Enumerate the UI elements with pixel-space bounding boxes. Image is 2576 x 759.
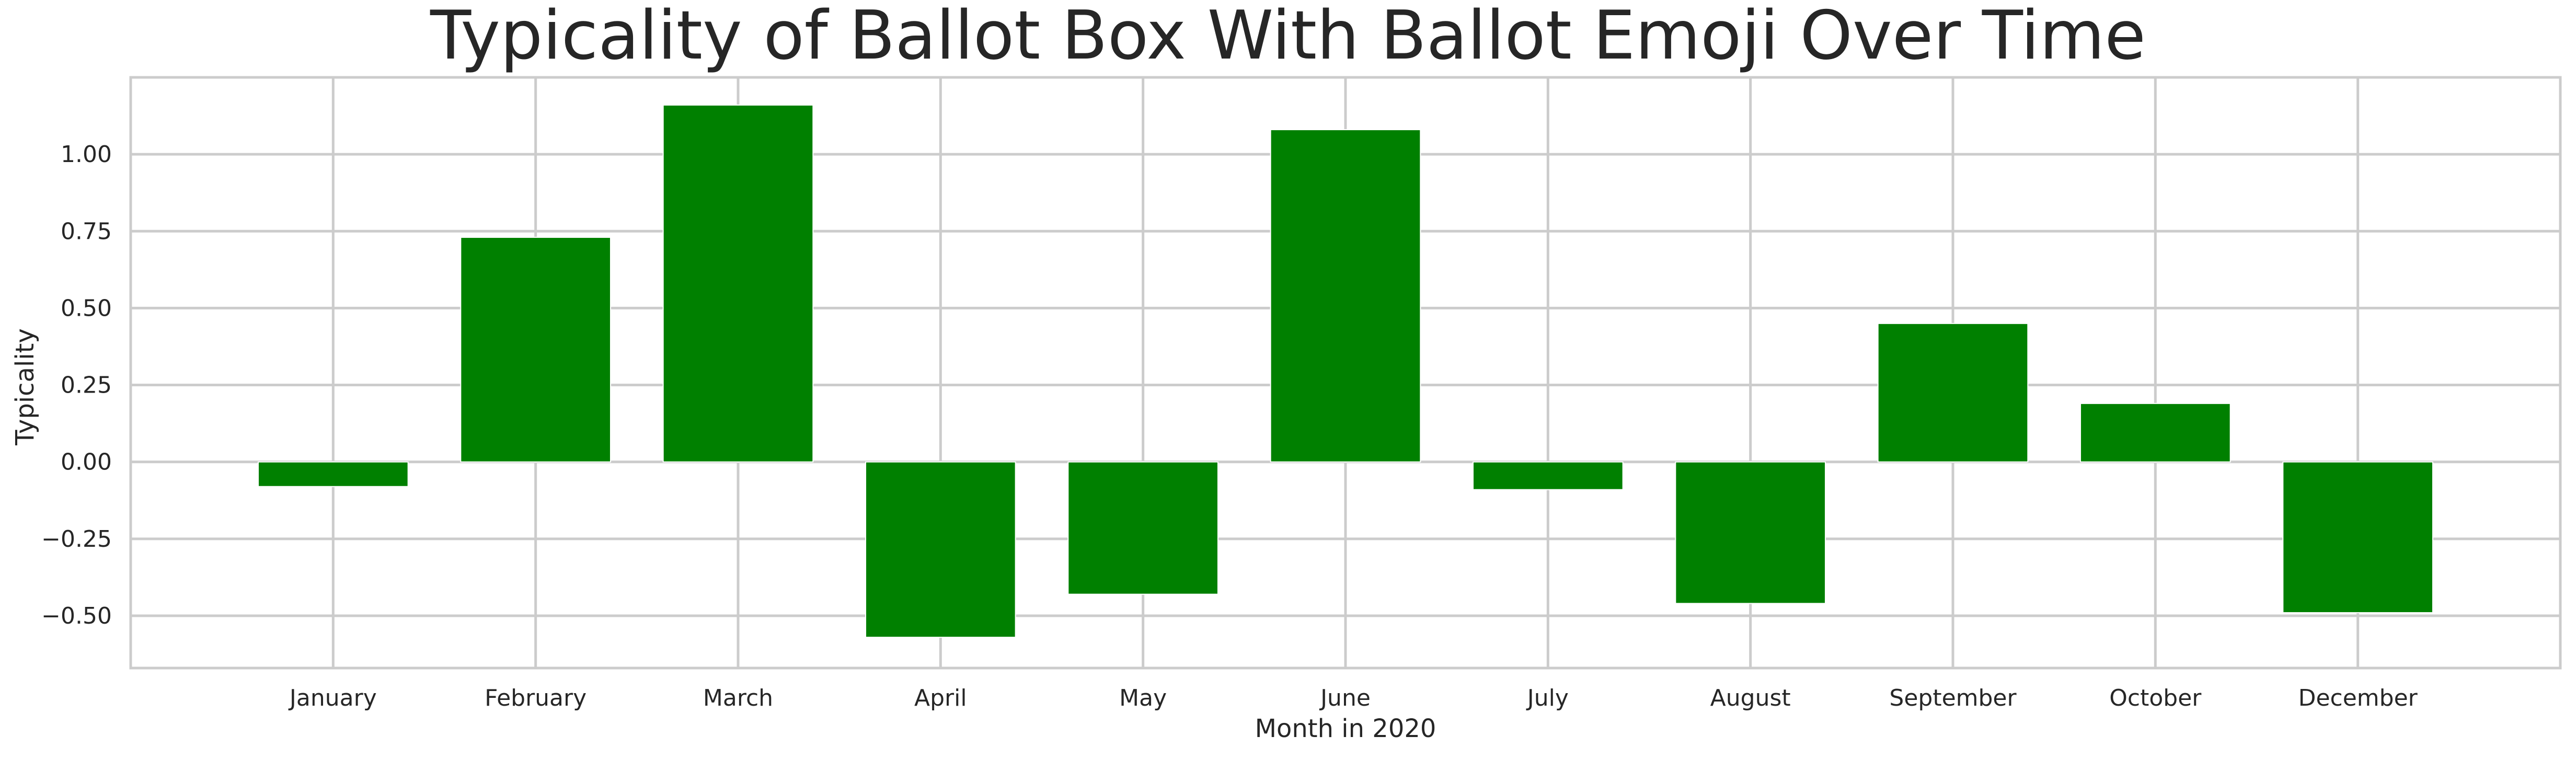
bar-december — [2282, 461, 2433, 614]
bar-february — [460, 237, 611, 463]
x-tick-label: April — [914, 685, 967, 711]
bars — [258, 104, 2433, 638]
plot-frame — [129, 76, 2562, 670]
x-tick-label: February — [485, 685, 586, 711]
bar-october — [2080, 402, 2231, 463]
y-tick-label: −0.50 — [41, 603, 112, 629]
y-tick-label: 0.25 — [61, 372, 112, 399]
bar-august — [1675, 461, 1826, 604]
x-tick-label: June — [1319, 685, 1371, 711]
x-tick-label: December — [2298, 685, 2418, 711]
x-tick-label: August — [1710, 685, 1791, 711]
x-tick-label: October — [2109, 685, 2202, 711]
bar-january — [258, 461, 409, 487]
x-axis-label: Month in 2020 — [1255, 714, 1436, 743]
x-tick-label: May — [1119, 685, 1167, 711]
x-tick-label: September — [1889, 685, 2017, 711]
y-tick-label: 0.75 — [61, 218, 112, 245]
y-tick-label: 0.50 — [61, 295, 112, 321]
bar-march — [662, 104, 814, 463]
bar-july — [1473, 461, 1624, 490]
bar-september — [1877, 323, 2029, 463]
bar-april — [865, 461, 1016, 638]
bar-may — [1067, 461, 1218, 595]
y-tick-label: −0.25 — [41, 526, 112, 553]
y-axis-label: Typicality — [10, 328, 40, 446]
y-tick-label: 0.00 — [61, 449, 112, 476]
chart-title: Typicality of Ballot Box With Ballot Emo… — [430, 0, 2146, 75]
y-tick-label: 1.00 — [61, 141, 112, 168]
x-axis-ticks: January February March April May June July Augu… — [288, 685, 2418, 711]
x-tick-label: July — [1526, 685, 1569, 711]
x-tick-label: January — [288, 685, 377, 711]
bar-june — [1270, 129, 1421, 463]
y-axis-ticks: −0.50 −0.25 0.00 0.25 0.50 0.75 1.00 — [41, 141, 112, 629]
x-tick-label: March — [703, 685, 773, 711]
